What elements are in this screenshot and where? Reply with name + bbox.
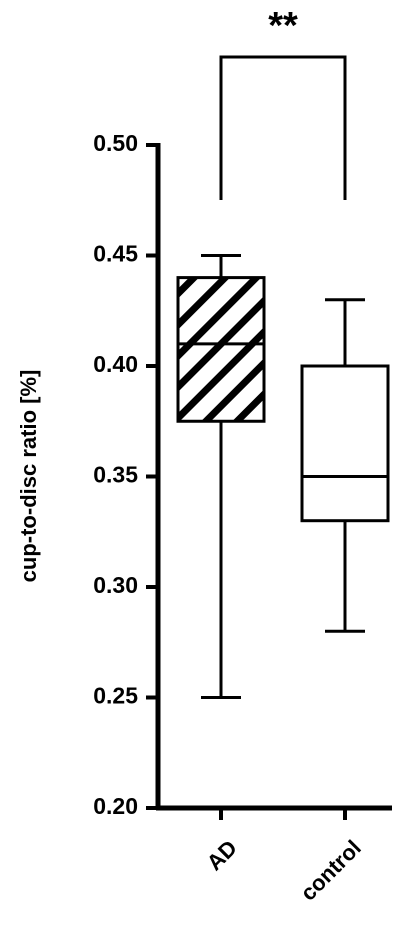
box <box>176 276 266 423</box>
y-tick-label: 0.35 <box>93 462 138 488</box>
significance-label: ** <box>268 5 298 47</box>
y-axis-label: cup-to-disc ratio [%] <box>16 370 41 583</box>
y-tick-label: 0.50 <box>93 130 138 156</box>
y-tick-label: 0.45 <box>93 241 138 267</box>
y-tick-label: 0.20 <box>93 793 138 819</box>
x-tick-label: AD <box>202 835 242 875</box>
y-tick-label: 0.25 <box>93 683 138 709</box>
x-tick-label: control <box>295 835 365 905</box>
significance-bracket <box>219 55 347 200</box>
y-tick-label: 0.40 <box>93 351 138 377</box>
box <box>300 364 390 523</box>
y-tick-label: 0.30 <box>93 572 138 598</box>
